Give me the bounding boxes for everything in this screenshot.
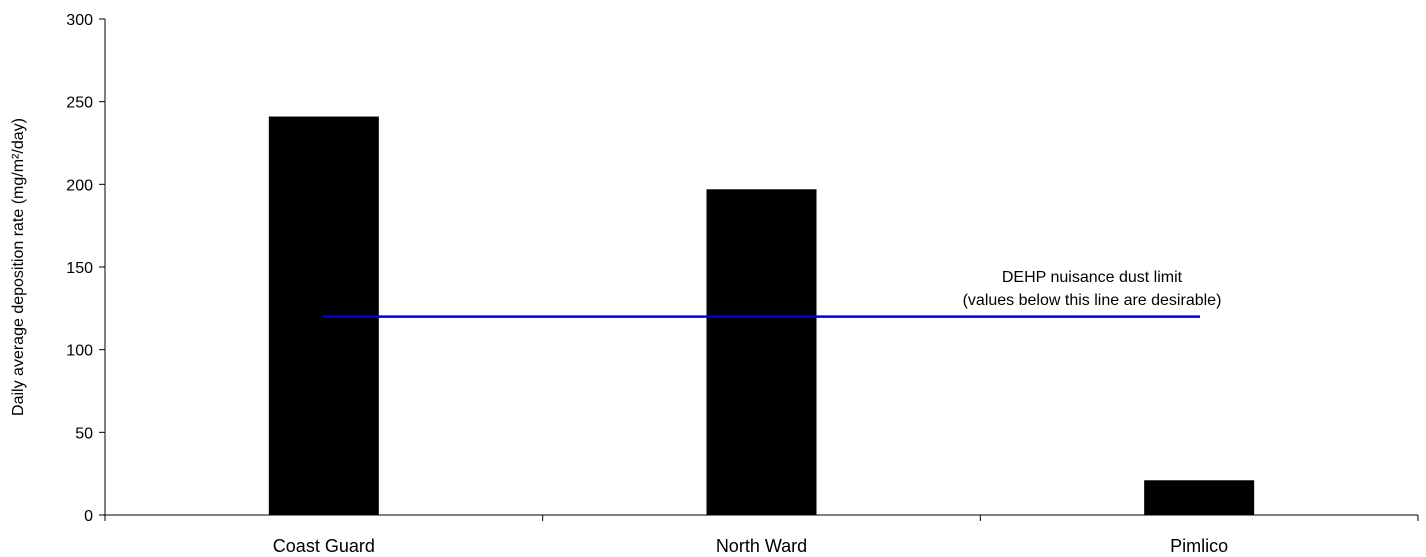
y-tick-label: 50 <box>75 425 93 442</box>
y-tick-label: 200 <box>66 177 93 194</box>
y-tick-label: 300 <box>66 12 93 29</box>
y-tick-label: 250 <box>66 95 93 112</box>
category-label: North Ward <box>716 536 807 556</box>
category-label: Pimlico <box>1170 536 1228 556</box>
y-tick-label: 150 <box>66 260 93 277</box>
y-tick-label: 100 <box>66 343 93 360</box>
y-ticks: 0 50 100 150 200 250 300 <box>66 12 105 525</box>
category-label: Coast Guard <box>273 536 375 556</box>
bar <box>706 189 817 515</box>
reference-line-label: DEHP nuisance dust limit <box>1002 269 1183 286</box>
bar <box>1144 480 1255 515</box>
reference-line-sublabel: (values below this line are desirable) <box>963 292 1222 309</box>
y-axis-title: Daily average deposition rate (mg/m²/day… <box>10 118 27 416</box>
x-ticks: Coast Guard North Ward Pimlico <box>104 515 1419 556</box>
y-tick-label: 0 <box>84 508 93 525</box>
